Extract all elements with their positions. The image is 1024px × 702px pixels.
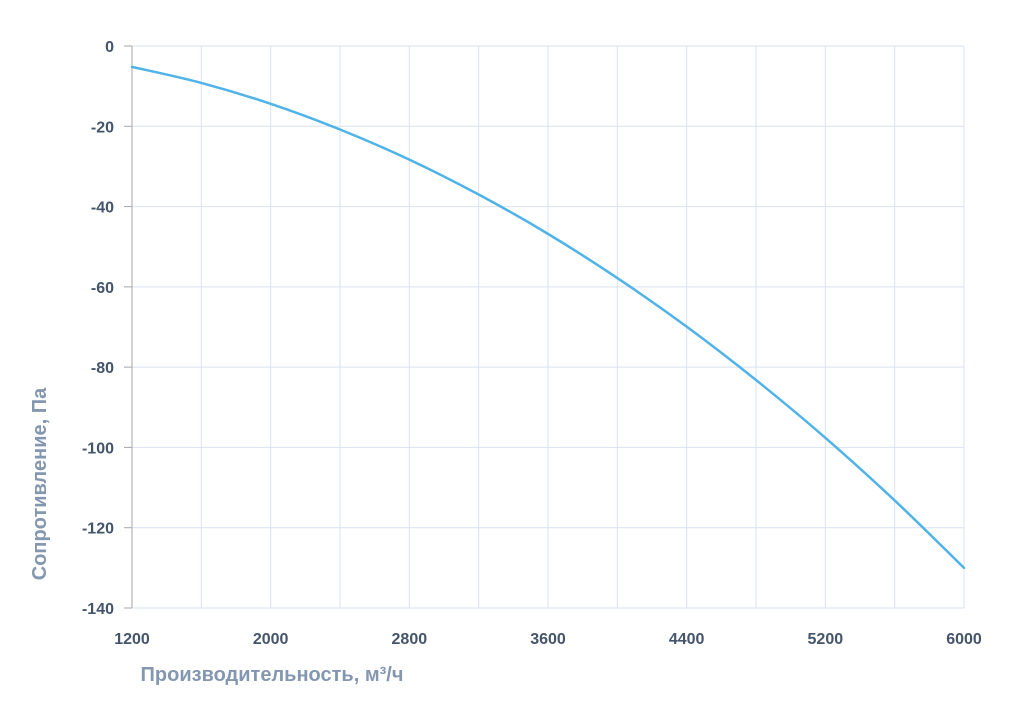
gridlines <box>132 45 965 609</box>
x-tick-label: 5200 <box>808 631 844 648</box>
y-axis-title: Сопротивление, Па <box>29 387 51 580</box>
x-tick-label: 2800 <box>392 631 428 648</box>
y-tick-label: -80 <box>91 360 114 377</box>
y-tick-label: -120 <box>82 521 114 538</box>
axes <box>124 45 133 609</box>
x-tick-label: 1200 <box>114 631 150 648</box>
y-tick-label: -100 <box>82 440 114 457</box>
y-tick-label: -60 <box>91 280 114 297</box>
x-tick-label: 2000 <box>253 631 289 648</box>
x-tick-label: 4400 <box>669 631 705 648</box>
y-tick-label: -20 <box>91 119 114 136</box>
x-tick-label: 6000 <box>946 631 982 648</box>
x-tick-label: 3600 <box>530 631 566 648</box>
y-tick-label: 0 <box>105 39 114 56</box>
series-line <box>130 65 966 570</box>
x-axis-title: Производительность, м³/ч <box>141 664 404 686</box>
series <box>130 65 966 570</box>
y-tick-label: -40 <box>91 200 114 217</box>
y-tick-label: -140 <box>82 601 114 618</box>
